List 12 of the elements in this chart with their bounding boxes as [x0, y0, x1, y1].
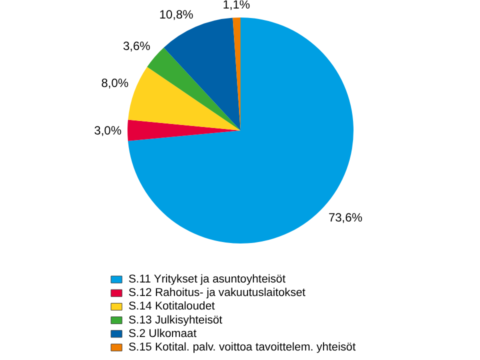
- legend-label: S.2 Ulkomaat: [128, 328, 198, 340]
- data-label: 1,1%: [222, 0, 250, 12]
- legend-label: S.14 Kotitaloudet: [128, 300, 216, 313]
- legend-label: S.11 Yritykset ja asuntoyhteisöt: [128, 274, 286, 286]
- data-label: 73,6%: [328, 210, 363, 225]
- data-label: 8,0%: [101, 76, 129, 90]
- data-label: 10,8%: [159, 7, 194, 22]
- legend-label: S.15 Kotital. palv. voittoa tavoittelem. yhteisöt: [128, 342, 356, 354]
- data-label: 3,0%: [94, 123, 122, 138]
- legend-label: S.13 Julkisyhteisöt: [128, 314, 224, 326]
- legend-label: S.12 Rahoitus- ja vakuutuslaitokset: [128, 287, 306, 300]
- data-label: 3,6%: [122, 38, 151, 53]
